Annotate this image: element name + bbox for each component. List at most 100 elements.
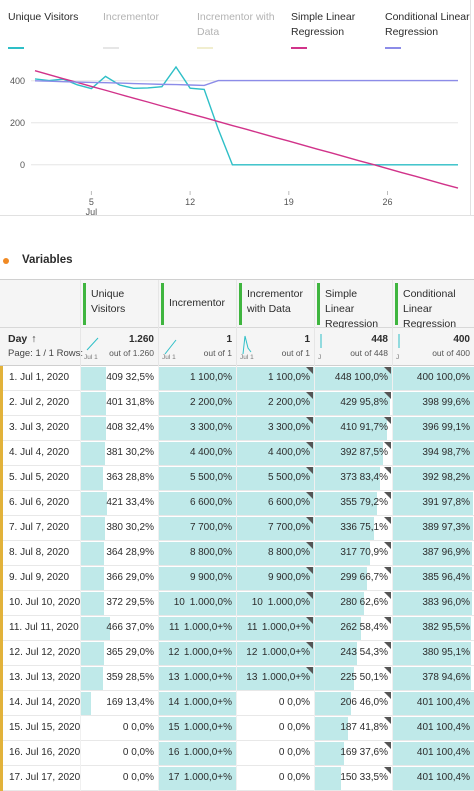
metric-cell[interactable]: 4 400,0% — [236, 441, 315, 466]
column-header[interactable]: Conditional Linear Regression — [392, 280, 474, 330]
metric-cell[interactable]: 262 58,4% — [314, 616, 392, 641]
metric-cell[interactable]: 169 13,4% — [80, 691, 158, 716]
metric-cell[interactable]: 2 200,0% — [236, 391, 315, 416]
metric-cell[interactable]: 5 500,0% — [236, 466, 315, 491]
metric-cell[interactable]: 13 1.000,0+% — [236, 666, 315, 691]
metric-cell[interactable]: 0 0,0% — [236, 716, 314, 741]
metric-cell[interactable]: 317 70,9% — [314, 541, 392, 566]
metric-cell[interactable]: 372 29,5% — [80, 591, 158, 616]
metric-cell[interactable]: 4 400,0% — [158, 441, 237, 466]
column-header[interactable]: Incrementor with Data — [236, 280, 314, 328]
variables-section-header[interactable]: Variables — [0, 246, 474, 274]
metric-cell[interactable]: 392 87,5% — [314, 441, 392, 466]
table-row[interactable]: 9. Jul 9, 2020 366 29,0% 9 900,0% 9 900,0% 299 6… — [0, 566, 474, 591]
metric-cell[interactable]: 401 100,4% — [392, 691, 474, 716]
metric-cell[interactable]: 0 0,0% — [80, 716, 158, 741]
metric-cell[interactable]: 363 28,8% — [80, 466, 158, 491]
metric-cell[interactable]: 398 99,6% — [392, 391, 474, 416]
metric-cell[interactable]: 11 1.000,0+% — [236, 616, 315, 641]
table-row[interactable]: 5. Jul 5, 2020 363 28,8% 5 500,0% 5 500,0% 373 8… — [0, 466, 474, 491]
metric-cell[interactable]: 9 900,0% — [158, 566, 237, 591]
metric-cell[interactable]: 389 97,3% — [392, 516, 474, 541]
metric-cell[interactable]: 421 33,4% — [80, 491, 158, 516]
metric-cell[interactable]: 364 28,9% — [80, 541, 158, 566]
column-header[interactable]: Simple Linear Regression — [314, 280, 392, 330]
metric-cell[interactable]: 394 98,7% — [392, 441, 474, 466]
legend-item[interactable]: Incrementor — [103, 10, 195, 49]
metric-cell[interactable]: 299 66,7% — [314, 566, 392, 591]
table-row[interactable]: 13. Jul 13, 2020 359 28,5% 13 1.000,0+% 13 1.0… — [0, 666, 474, 691]
metric-cell[interactable]: 243 54,3% — [314, 641, 392, 666]
metric-cell[interactable]: 401 100,4% — [392, 766, 474, 791]
metric-cell[interactable]: 6 600,0% — [158, 491, 237, 516]
metric-cell[interactable]: 0 0,0% — [80, 741, 158, 766]
metric-cell[interactable]: 1 100,0% — [236, 366, 315, 391]
pagination-info[interactable]: Page: 1 / 1 Rows: — [8, 348, 83, 359]
metric-cell[interactable]: 3 300,0% — [158, 416, 237, 441]
metric-cell[interactable]: 10 1.000,0% — [158, 591, 237, 616]
metric-cell[interactable]: 387 96,9% — [392, 541, 474, 566]
metric-cell[interactable]: 10 1.000,0% — [236, 591, 315, 616]
table-row[interactable]: 7. Jul 7, 2020 380 30,2% 7 700,0% 7 700,0% 336 7… — [0, 516, 474, 541]
metric-cell[interactable]: 365 29,0% — [80, 641, 158, 666]
metric-cell[interactable]: 392 98,2% — [392, 466, 474, 491]
metric-cell[interactable]: 373 83,4% — [314, 466, 392, 491]
metric-cell[interactable]: 385 96,4% — [392, 566, 474, 591]
table-row[interactable]: 4. Jul 4, 2020 381 30,2% 4 400,0% 4 400,0% 392 8… — [0, 441, 474, 466]
metric-cell[interactable]: 16 1.000,0+% — [158, 741, 237, 766]
metric-cell[interactable]: 0 0,0% — [80, 766, 158, 791]
metric-cell[interactable]: 336 75,1% — [314, 516, 392, 541]
metric-cell[interactable]: 378 94,6% — [392, 666, 474, 691]
table-row[interactable]: 11. Jul 11, 2020 466 37,0% 11 1.000,0+% 11 1.0… — [0, 616, 474, 641]
legend-item[interactable]: Simple Linear Regression — [291, 10, 383, 49]
metric-cell[interactable]: 466 37,0% — [80, 616, 158, 641]
metric-cell[interactable]: 380 30,2% — [80, 516, 158, 541]
day-column-header[interactable]: Day ↑ — [8, 333, 37, 345]
metric-cell[interactable]: 150 33,5% — [314, 766, 392, 791]
metric-cell[interactable]: 3 300,0% — [236, 416, 315, 441]
metric-cell[interactable]: 13 1.000,0+% — [158, 666, 237, 691]
legend-item[interactable]: Conditional Linear Regression — [385, 10, 474, 49]
metric-cell[interactable]: 8 800,0% — [236, 541, 315, 566]
metric-cell[interactable]: 359 28,5% — [80, 666, 158, 691]
metric-cell[interactable]: 380 95,1% — [392, 641, 474, 666]
metric-cell[interactable]: 6 600,0% — [236, 491, 315, 516]
metric-cell[interactable]: 429 95,8% — [314, 391, 392, 416]
metric-cell[interactable]: 169 37,6% — [314, 741, 392, 766]
table-row[interactable]: 2. Jul 2, 2020 401 31,8% 2 200,0% 2 200,0% 429 9… — [0, 391, 474, 416]
metric-cell[interactable]: 1 100,0% — [158, 366, 237, 391]
table-row[interactable]: 8. Jul 8, 2020 364 28,9% 8 800,0% 8 800,0% 317 7… — [0, 541, 474, 566]
metric-cell[interactable]: 391 97,8% — [392, 491, 474, 516]
metric-cell[interactable]: 7 700,0% — [158, 516, 237, 541]
table-row[interactable]: 1. Jul 1, 2020 409 32,5% 1 100,0% 1 100,0% 448 1… — [0, 366, 474, 391]
metric-cell[interactable]: 225 50,1% — [314, 666, 392, 691]
metric-cell[interactable]: 382 95,5% — [392, 616, 474, 641]
metric-cell[interactable]: 401 100,4% — [392, 716, 474, 741]
metric-cell[interactable]: 15 1.000,0+% — [158, 716, 237, 741]
metric-cell[interactable]: 408 32,4% — [80, 416, 158, 441]
sort-ascending-icon[interactable]: ↑ — [31, 333, 37, 345]
metric-cell[interactable]: 366 29,0% — [80, 566, 158, 591]
table-row[interactable]: 17. Jul 17, 2020 0 0,0% 17 1.000,0+% 0 0,0% 150… — [0, 766, 474, 791]
metric-cell[interactable]: 187 41,8% — [314, 716, 392, 741]
table-row[interactable]: 6. Jul 6, 2020 421 33,4% 6 600,0% 6 600,0% 355 7… — [0, 491, 474, 516]
metric-cell[interactable]: 206 46,0% — [314, 691, 392, 716]
metric-cell[interactable]: 280 62,6% — [314, 591, 392, 616]
metric-cell[interactable]: 400 100,0% — [392, 366, 474, 391]
metric-cell[interactable]: 355 79,2% — [314, 491, 392, 516]
legend-item[interactable]: Unique Visitors — [8, 10, 100, 49]
metric-cell[interactable]: 383 96,0% — [392, 591, 474, 616]
table-row[interactable]: 16. Jul 16, 2020 0 0,0% 16 1.000,0+% 0 0,0% 169… — [0, 741, 474, 766]
metric-cell[interactable]: 5 500,0% — [158, 466, 237, 491]
metric-cell[interactable]: 14 1.000,0+% — [158, 691, 237, 716]
metric-cell[interactable]: 396 99,1% — [392, 416, 474, 441]
metric-cell[interactable]: 12 1.000,0+% — [158, 641, 237, 666]
metric-cell[interactable]: 9 900,0% — [236, 566, 315, 591]
metric-cell[interactable]: 401 100,4% — [392, 741, 474, 766]
metric-cell[interactable]: 2 200,0% — [158, 391, 237, 416]
metric-cell[interactable]: 410 91,7% — [314, 416, 392, 441]
metric-cell[interactable]: 381 30,2% — [80, 441, 158, 466]
metric-cell[interactable]: 0 0,0% — [236, 766, 314, 791]
metric-cell[interactable]: 409 32,5% — [80, 366, 158, 391]
metric-cell[interactable]: 0 0,0% — [236, 741, 314, 766]
